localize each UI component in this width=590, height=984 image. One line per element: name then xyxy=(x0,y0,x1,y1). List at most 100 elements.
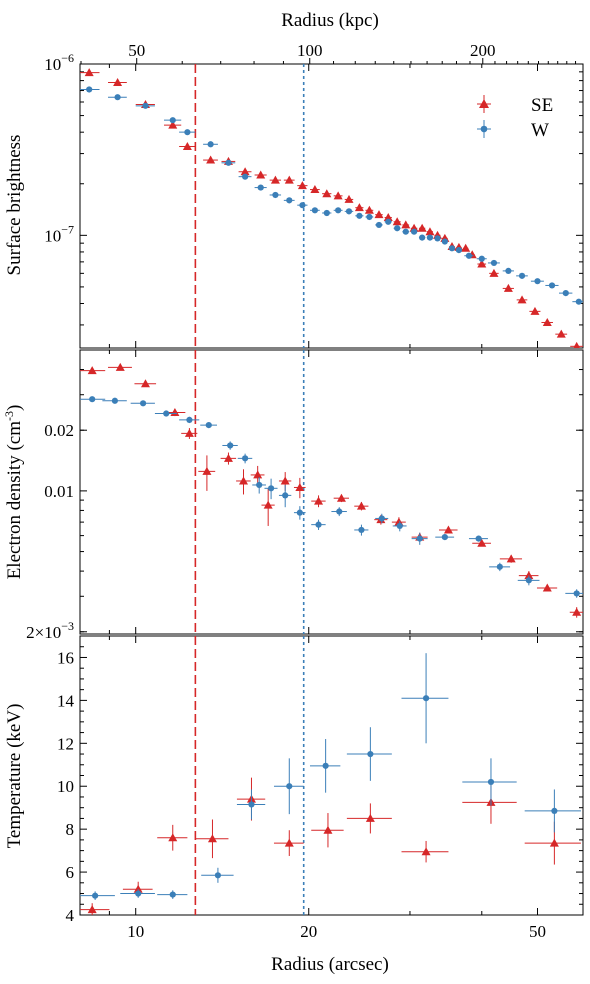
triangle-marker xyxy=(280,476,290,485)
w-data-point xyxy=(163,117,182,124)
circle-marker xyxy=(358,526,365,534)
w-data-point xyxy=(365,213,374,221)
triangle-marker xyxy=(115,362,125,371)
y-tick-label-base: 10 xyxy=(44,226,61,245)
triangle-marker xyxy=(356,501,366,510)
se-data-point xyxy=(529,306,541,315)
se-data-point xyxy=(392,217,402,226)
ylabel-surface-brightness: Surface brightness xyxy=(4,135,25,276)
legend-se-label: SE xyxy=(531,95,553,116)
panel-temperature: 4 6 8 10 12 14 16 10 20 50 xyxy=(57,635,584,941)
triangle-marker xyxy=(556,329,566,338)
y-tick-label: 12 xyxy=(57,734,74,753)
w-data-point xyxy=(120,889,155,898)
se-data-point xyxy=(569,607,583,618)
w-data-point xyxy=(375,513,389,524)
circle-marker xyxy=(496,563,503,570)
w-data-point xyxy=(517,575,540,586)
w-data-point xyxy=(392,520,407,532)
w-data-point xyxy=(464,252,474,259)
se-data-point xyxy=(472,538,491,547)
se-data-point xyxy=(80,68,100,77)
y-tick-label-base: 2×10 xyxy=(26,623,61,642)
circle-marker xyxy=(205,422,212,429)
x-tick-label: 20 xyxy=(300,922,317,941)
circle-marker xyxy=(478,255,485,262)
se-data-point xyxy=(181,428,198,439)
triangle-marker xyxy=(223,453,233,462)
se-data-point xyxy=(462,780,517,824)
w-data-point xyxy=(80,891,115,900)
circle-marker xyxy=(286,197,293,204)
se-data-point xyxy=(333,493,350,503)
circle-marker xyxy=(426,234,434,241)
y-tick-label-exp: −6 xyxy=(61,51,74,65)
circle-marker xyxy=(267,485,275,492)
w-data-point xyxy=(278,484,292,508)
w-data-point xyxy=(448,245,456,252)
w-data-point xyxy=(200,422,218,429)
circle-marker xyxy=(227,442,234,449)
triangle-marker xyxy=(503,283,513,292)
ylabel-electron-density-exp: -3 xyxy=(2,411,16,421)
se-data-point xyxy=(108,362,132,371)
y-tick-label: 16 xyxy=(57,648,74,667)
circle-marker xyxy=(186,416,193,424)
se-data-point xyxy=(374,210,384,219)
triangle-marker xyxy=(284,175,294,184)
w-data-point xyxy=(401,653,449,744)
triangle-marker xyxy=(206,155,216,164)
circle-marker xyxy=(184,129,191,136)
triangle-marker xyxy=(84,68,94,77)
circle-marker xyxy=(163,410,170,417)
se-data-point xyxy=(541,317,553,326)
triangle-marker xyxy=(168,833,178,842)
circle-marker xyxy=(525,577,532,584)
circle-marker xyxy=(225,159,232,166)
triangle-marker xyxy=(364,205,374,214)
w-data-point xyxy=(333,207,343,214)
w-data-point xyxy=(264,478,278,500)
triangle-marker xyxy=(489,268,499,277)
w-data-point xyxy=(179,129,196,136)
triangle-marker xyxy=(87,366,97,375)
se-data-point xyxy=(383,213,393,222)
se-data-point xyxy=(344,194,354,203)
w-data-point xyxy=(297,202,308,209)
circle-marker xyxy=(248,801,255,808)
triangle-marker xyxy=(140,379,150,388)
circle-marker xyxy=(518,272,526,279)
legend: SE W xyxy=(477,95,553,141)
circle-marker xyxy=(367,750,374,758)
circle-marker xyxy=(207,141,214,148)
circle-marker xyxy=(111,397,118,404)
circle-marker xyxy=(299,202,306,209)
ylabel-temperature: Temperature (keV) xyxy=(4,704,25,849)
w-data-point xyxy=(565,589,583,598)
triangle-marker xyxy=(238,476,248,485)
triangle-marker xyxy=(253,470,263,479)
w-data-point xyxy=(502,267,514,275)
triangle-marker xyxy=(344,194,354,203)
se-data-point xyxy=(477,259,487,268)
x-tick-label: 10 xyxy=(127,922,144,941)
top-axis-tick-label: 100 xyxy=(297,41,323,60)
w-data-point xyxy=(311,519,326,530)
se-data-point xyxy=(108,77,127,86)
y-tick-label-base: 10 xyxy=(44,55,61,74)
w-data-point xyxy=(524,789,581,833)
circle-marker xyxy=(573,590,580,597)
circle-marker xyxy=(366,213,373,221)
top-axis-tick-label: 50 xyxy=(128,41,145,60)
ylabel-electron-density-main: Electron density (cm xyxy=(4,421,25,580)
circle-marker xyxy=(142,102,149,109)
circle-marker xyxy=(322,762,329,769)
panel-frame xyxy=(79,349,584,635)
y-tick-label-exp: −3 xyxy=(61,619,74,633)
se-data-point xyxy=(346,803,392,834)
circle-marker xyxy=(135,890,142,897)
se-data-point xyxy=(438,525,458,534)
triangle-marker xyxy=(401,220,411,229)
y-tick-label: 8 xyxy=(66,820,75,839)
triangle-marker xyxy=(392,217,402,226)
